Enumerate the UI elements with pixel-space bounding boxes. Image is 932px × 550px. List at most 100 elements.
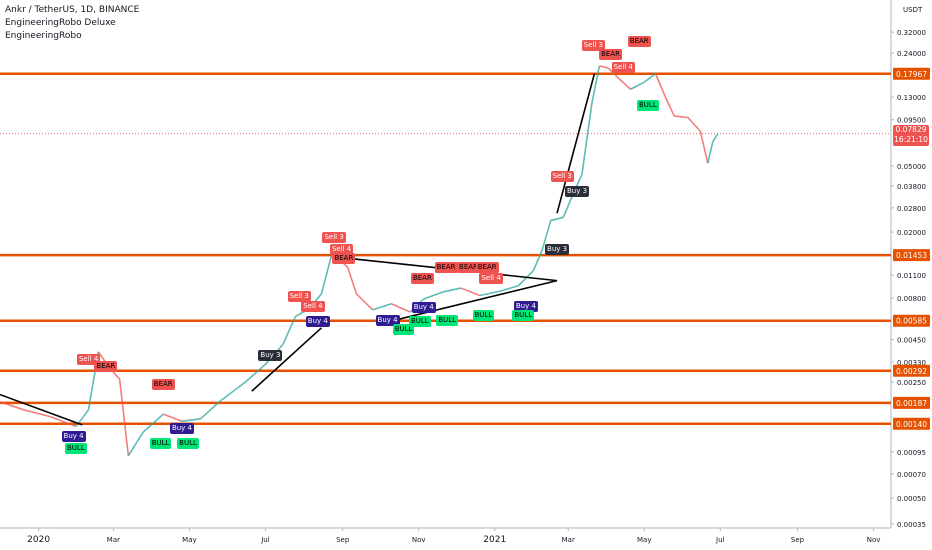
level-badge-2 xyxy=(893,314,930,327)
x-tick-label-0: 2020 xyxy=(27,535,50,545)
signal-tag-buy-purple-18: Buy 4 xyxy=(411,302,436,314)
x-tick-label-7: Mar xyxy=(562,536,575,544)
y-tick-label-11: 0.00330 xyxy=(897,359,926,367)
price-segment-39 xyxy=(591,65,601,104)
signal-tag-bear-32: BEAR xyxy=(599,48,622,60)
y-tick-label-3: 0.09500 xyxy=(897,117,926,125)
price-segment-34 xyxy=(541,220,552,251)
price-segment-51 xyxy=(712,133,719,143)
signal-tag-sell-9: Sell 3 xyxy=(287,290,311,302)
price-segment-43 xyxy=(630,81,645,90)
price-segment-8 xyxy=(127,431,144,457)
price-segment-38 xyxy=(581,102,593,175)
price-segment-2 xyxy=(49,415,77,428)
price-segment-23 xyxy=(355,293,374,311)
y-tick-label-7: 0.02000 xyxy=(897,229,926,237)
signal-tag-bull-3: BULL xyxy=(65,442,87,454)
signal-tag-buy-dark-30: Buy 3 xyxy=(564,186,590,198)
signal-tag-bull-24: BULL xyxy=(472,309,495,321)
price-segment-24 xyxy=(372,303,392,311)
last-price-badge: 0.07829 16:21:10 xyxy=(893,125,929,146)
signal-tag-bear-22: BEAR xyxy=(457,262,480,274)
price-segment-19 xyxy=(320,255,333,294)
level-badge-0 xyxy=(893,67,930,80)
signal-tag-buy-dark-28: Buy 3 xyxy=(545,244,570,256)
x-tick-label-6: 2021 xyxy=(483,535,506,545)
signal-tag-bull-35: BULL xyxy=(637,100,659,112)
price-segment-9 xyxy=(142,413,164,433)
price-segment-22 xyxy=(346,266,358,295)
price-segment-49 xyxy=(699,131,709,164)
price-segment-32 xyxy=(517,270,534,287)
y-tick-label-14: 0.00070 xyxy=(897,471,926,479)
x-tick-label-8: May xyxy=(637,536,651,544)
x-tick-label-5: Nov xyxy=(412,536,426,544)
y-tick-label-9: 0.00800 xyxy=(897,295,926,303)
price-segment-10 xyxy=(162,413,183,423)
price-segment-14 xyxy=(244,363,266,383)
price-segment-25 xyxy=(390,303,411,313)
y-tick-label-6: 0.02800 xyxy=(897,205,926,213)
signal-tag-bear-14: BEAR xyxy=(332,253,356,265)
signal-tag-bull-27: BULL xyxy=(512,309,535,321)
signal-tag-bear-1: BEAR xyxy=(94,360,118,372)
trendline-3 xyxy=(384,279,558,324)
price-segment-47 xyxy=(674,115,688,119)
price-segment-12 xyxy=(200,401,220,420)
signal-tag-sell-12: Sell 3 xyxy=(322,232,346,244)
y-tick-label-5: 0.03800 xyxy=(897,183,926,191)
signal-tag-bear-17: BEAR xyxy=(410,273,434,285)
x-tick-label-10: Sep xyxy=(791,536,805,544)
price-segment-45 xyxy=(654,73,667,98)
bar-countdown: 16:21:10 xyxy=(894,135,928,144)
y-tick-label-12: 0.00250 xyxy=(897,379,926,387)
price-segment-30 xyxy=(479,290,500,297)
price-segment-31 xyxy=(499,284,519,293)
indicator-legend-deluxe[interactable]: EngineeringRobo Deluxe xyxy=(5,18,116,28)
price-segment-48 xyxy=(687,116,701,132)
y-tick-label-0: 0.32000 xyxy=(897,29,926,37)
y-tick-label-15: 0.00050 xyxy=(897,495,926,503)
signal-tag-sell-31: Sell 3 xyxy=(581,40,605,52)
y-tick-label-4: 0.05000 xyxy=(897,163,926,171)
x-tick-label-3: Jul xyxy=(260,536,270,544)
indicator-legend-robo[interactable]: EngineeringRobo xyxy=(5,31,82,41)
price-segment-11 xyxy=(181,418,201,423)
price-segment-28 xyxy=(442,287,462,293)
signal-tag-sell-0: Sell 4 xyxy=(76,354,101,366)
signal-tag-sell-25: Sell 4 xyxy=(479,273,503,285)
trendline-4 xyxy=(556,73,596,214)
y-tick-label-1: 0.24000 xyxy=(897,50,926,58)
price-segment-7 xyxy=(118,379,130,456)
x-tick-label-1: Mar xyxy=(107,536,120,544)
level-badge-label-5: 0.00140 xyxy=(896,420,927,429)
signal-tag-bear-21: BEAR xyxy=(434,262,458,274)
y-tick-label-8: 0.01100 xyxy=(897,272,926,280)
level-badge-5 xyxy=(893,417,930,430)
level-badge-label-2: 0.00585 xyxy=(896,317,927,326)
price-segment-35 xyxy=(550,216,564,222)
horizontal-levels xyxy=(0,72,891,426)
price-segment-40 xyxy=(599,65,609,69)
signal-tag-bull-20: BULL xyxy=(436,314,459,326)
signal-tag-buy-purple-26: Buy 4 xyxy=(513,301,538,313)
price-segment-50 xyxy=(707,141,714,164)
price-axis[interactable]: 0.32000 0.24000 0.13000 0.09500 0.05000 0.038… xyxy=(891,29,926,529)
price-segment-33 xyxy=(532,250,543,272)
price-segment-46 xyxy=(664,96,675,117)
signal-tag-buy-purple-5: Buy 4 xyxy=(169,422,194,434)
y-tick-label-16: 0.00035 xyxy=(897,521,926,529)
signal-tag-bull-19: BULL xyxy=(408,315,431,327)
symbol-title[interactable]: Ankr / TetherUS, 1D, BINANCE xyxy=(5,5,140,15)
last-price-value: 0.07829 xyxy=(895,125,927,134)
signal-tag-bull-16: BULL xyxy=(392,323,415,335)
time-axis[interactable]: 2020 Mar May Jul Sep Nov 2021 Mar May Jul Sep Nov xyxy=(27,528,880,545)
signal-tag-bull-7: BULL xyxy=(177,438,199,450)
trendline-0 xyxy=(0,393,83,426)
x-tick-label-11: Nov xyxy=(867,536,881,544)
x-tick-label-4: Sep xyxy=(336,536,350,544)
signal-tag-bear-23: BEAR xyxy=(475,262,499,274)
level-badge-label-4: 0.00187 xyxy=(896,399,927,408)
price-segment-29 xyxy=(460,287,481,297)
